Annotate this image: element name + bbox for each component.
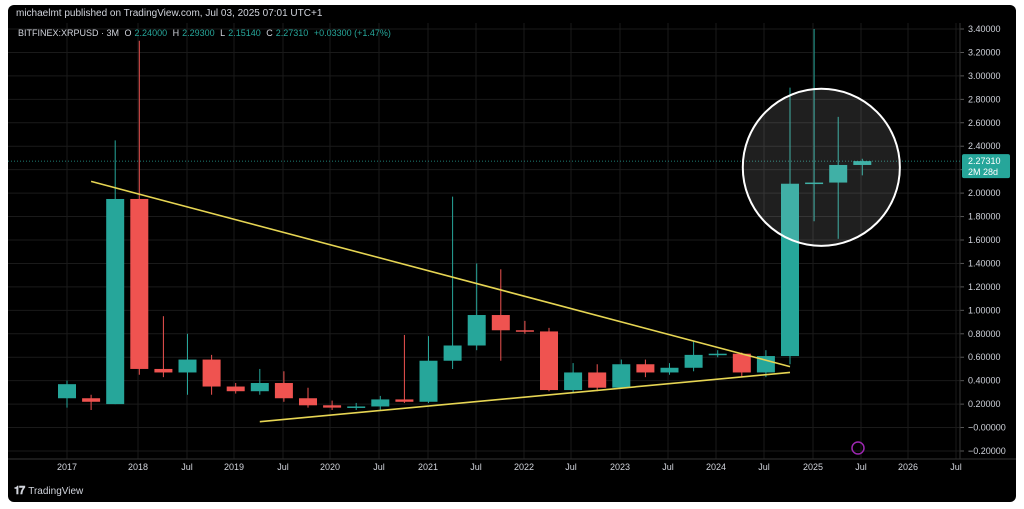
x-tick-label: 2023 <box>610 462 630 472</box>
close-label: C <box>266 28 273 38</box>
price-badge-countdown: 2M 28d <box>968 167 998 177</box>
candle-body <box>612 364 631 388</box>
candle-body <box>202 359 221 387</box>
low-label: L <box>220 28 226 38</box>
candle-body <box>491 315 510 331</box>
candle-body <box>82 398 101 402</box>
candle-body <box>419 360 438 402</box>
symbol-name[interactable]: BITFINEX:XRPUSD · 3M <box>18 28 120 38</box>
y-tick-label: 0.40000 <box>968 376 1001 386</box>
candlestick-chart: 3.40000 3.20000 3.00000 2.80000 2.60000 2.400… <box>8 23 1016 472</box>
chart-frame: 3.40000 3.20000 3.00000 2.80000 2.60000 2.400… <box>8 5 1016 502</box>
candle-body <box>660 367 679 373</box>
x-tick-label: 2021 <box>418 462 438 472</box>
tradingview-logo-icon: 𝟏𝟕 <box>14 485 25 497</box>
y-tick-label: 0.60000 <box>968 352 1001 362</box>
x-tick-label: 2024 <box>706 462 726 472</box>
candle-body <box>756 356 775 373</box>
y-tick-label: −0.00000 <box>968 423 1006 433</box>
y-tick-label: −0.20000 <box>968 446 1006 456</box>
price-badge <box>962 154 1010 179</box>
highlight-circle <box>741 87 901 247</box>
candle-body <box>708 353 727 356</box>
candle-body <box>154 368 173 373</box>
candle-body <box>540 331 558 391</box>
event-marker-icon[interactable] <box>851 441 865 455</box>
y-tick-label: 3.40000 <box>968 24 1001 34</box>
x-tick-label: Jul <box>565 462 577 472</box>
candle-body <box>106 198 125 405</box>
candle-body <box>347 406 366 408</box>
y-tick-label: 1.00000 <box>968 305 1001 315</box>
x-tick-label: Jul <box>662 462 674 472</box>
x-tick-label: Jul <box>855 462 867 472</box>
candle-body <box>226 386 245 392</box>
x-tick-label: 2018 <box>128 462 148 472</box>
x-tick-label: 2025 <box>803 462 823 472</box>
y-tick-label: 3.00000 <box>968 71 1001 81</box>
price-badge-value: 2.27310 <box>968 156 1001 166</box>
change-value: +0.03300 (+1.47%) <box>313 28 391 38</box>
brand-name: TradingView <box>28 486 84 497</box>
candle-body <box>515 330 534 332</box>
y-tick-label: 0.80000 <box>968 329 1001 339</box>
tradingview-footer[interactable]: 𝟏𝟕 TradingView <box>14 485 83 498</box>
y-tick-label: 2.00000 <box>968 188 1001 198</box>
high-value: 2.29300 <box>182 28 215 38</box>
y-tick-label: 1.40000 <box>968 258 1001 268</box>
symbol-legend: BITFINEX:XRPUSD · 3M O 2.24000 H 2.29300 L… <box>18 28 394 38</box>
candle-body <box>636 364 655 373</box>
x-tick-label: Jul <box>373 462 385 472</box>
candle-body <box>274 383 293 399</box>
candle-body <box>443 345 462 361</box>
candle-body <box>829 164 848 183</box>
x-tick-label: 2022 <box>514 462 534 472</box>
candle-body <box>323 405 342 408</box>
x-tick-label: Jul <box>181 462 193 472</box>
candle-body <box>130 198 149 369</box>
candle-body <box>588 372 607 388</box>
x-tick-label: 2019 <box>224 462 244 472</box>
y-tick-label: 1.80000 <box>968 212 1001 222</box>
y-tick-label: 0.20000 <box>968 399 1001 409</box>
candle-body <box>805 182 824 185</box>
open-value: 2.24000 <box>134 28 168 38</box>
y-tick-label: 1.60000 <box>968 235 1001 245</box>
candle-body <box>299 398 317 406</box>
x-tick-label: Jul <box>758 462 770 472</box>
candle-body <box>395 399 414 402</box>
open-label: O <box>124 28 132 38</box>
candle-body <box>467 315 486 346</box>
x-tick-label: Jul <box>470 462 482 472</box>
x-tick-label: Jul <box>277 462 289 472</box>
author-line: michaelmt published on TradingView.com, … <box>16 8 323 19</box>
x-tick-label: 2020 <box>320 462 340 472</box>
high-label: H <box>172 28 180 38</box>
candle-body <box>178 359 197 373</box>
candle-body <box>371 399 390 407</box>
y-tick-label: 2.40000 <box>968 141 1001 151</box>
y-tick-label: 3.20000 <box>968 47 1001 57</box>
y-tick-label: 2.80000 <box>968 94 1001 104</box>
candle-body <box>58 384 76 399</box>
trendline-upper <box>90 180 791 368</box>
candle-body <box>684 354 703 368</box>
x-tick-label: 2017 <box>57 462 77 472</box>
candle-body <box>250 383 269 392</box>
candle-body <box>853 161 872 165</box>
trendline-lower <box>259 371 791 423</box>
close-value: 2.27310 <box>275 28 309 38</box>
y-tick-label: 1.20000 <box>968 282 1001 292</box>
candle-body <box>781 183 799 357</box>
candle-body <box>732 353 751 373</box>
low-value: 2.15140 <box>228 28 261 38</box>
y-tick-label: 2.60000 <box>968 118 1001 128</box>
x-tick-label: Jul <box>950 462 962 472</box>
candle-body <box>564 372 583 391</box>
x-tick-label: 2026 <box>898 462 918 472</box>
